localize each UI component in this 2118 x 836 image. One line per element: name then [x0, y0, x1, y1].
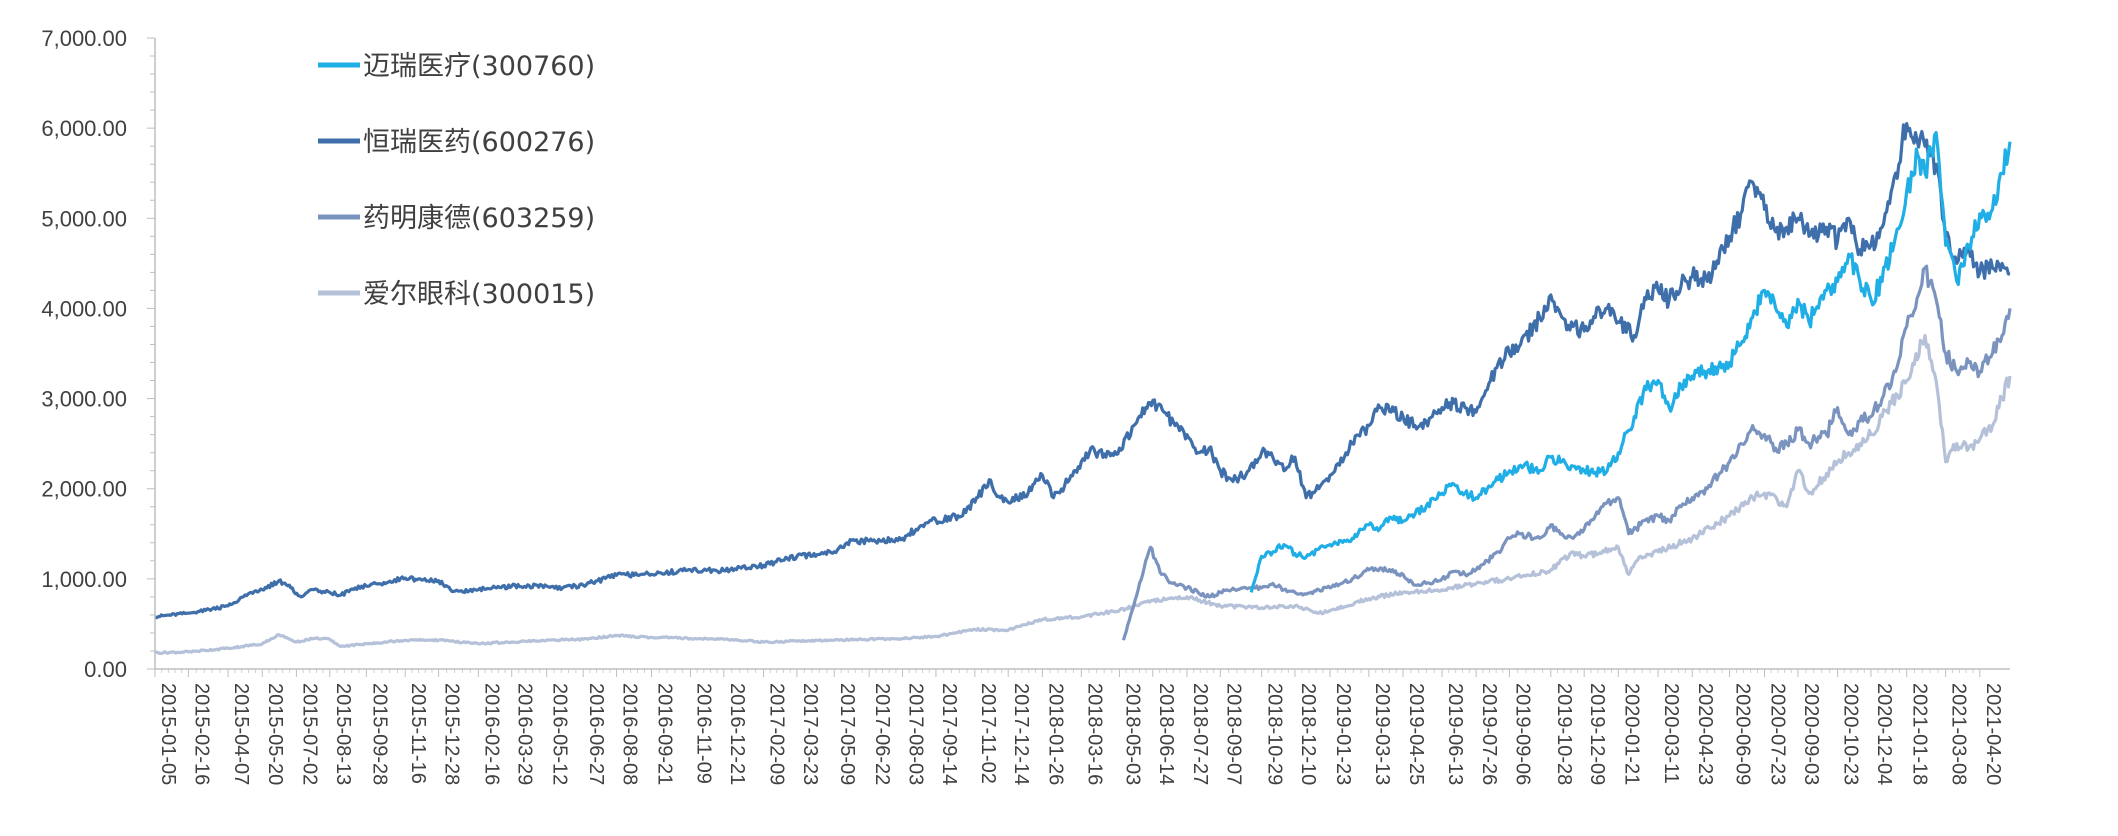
x-tick-label: 2015-01-05	[157, 683, 179, 785]
x-tick-label: 2019-01-23	[1332, 683, 1354, 785]
x-tick-label: 2015-02-16	[190, 683, 212, 785]
series-line-0	[1249, 131, 2012, 593]
y-tick-label: 5,000.00	[41, 206, 127, 231]
x-tick-label: 2015-05-20	[264, 683, 286, 785]
series-lines	[154, 122, 2012, 656]
y-tick-label: 4,000.00	[41, 296, 127, 321]
x-tick-label: 2020-01-21	[1620, 683, 1642, 785]
x-tick-label: 2015-08-13	[332, 683, 354, 785]
legend-label: 爱尔眼科(300015)	[363, 279, 595, 310]
x-tick-label: 2019-12-09	[1586, 683, 1608, 785]
x-tick-label: 2017-09-14	[938, 683, 960, 785]
x-tick-label: 2017-11-02	[977, 683, 999, 784]
x-tick-label: 2019-04-25	[1405, 683, 1427, 785]
x-tick-label: 2017-06-22	[871, 683, 893, 785]
x-tick-label: 2016-02-16	[480, 683, 502, 785]
x-tick-label: 2020-04-23	[1694, 683, 1716, 785]
x-tick-label: 2016-12-21	[726, 683, 748, 785]
x-tick-label: 2021-01-18	[1909, 683, 1931, 785]
x-tick-label: 2018-07-27	[1189, 683, 1211, 785]
x-tick-label: 2019-10-28	[1553, 683, 1575, 785]
x-tick-label: 2016-11-09	[692, 683, 714, 784]
x-tick-label: 2019-09-06	[1512, 683, 1534, 785]
x-tick-label: 2020-06-09	[1732, 683, 1754, 785]
legend: 迈瑞医疗(300760) 恒瑞医药(600276) 药明康德(603259) 爱尔眼科…	[318, 51, 595, 310]
x-tick-label: 2017-03-23	[799, 683, 821, 785]
x-tick-label: 2021-03-08	[1948, 683, 1970, 785]
x-tick-label: 2020-10-23	[1840, 683, 1862, 785]
x-tick-label: 2019-03-13	[1371, 683, 1393, 785]
y-axis-ticks: 0.00 1,000.00 2,000.00 3,000.00 4,000.00 5,00…	[41, 26, 155, 682]
series-line-2	[1121, 264, 2012, 641]
legend-label: 恒瑞医药(600276)	[363, 127, 595, 158]
x-tick-label: 2017-12-14	[1010, 683, 1032, 785]
x-tick-label: 2016-05-12	[549, 683, 571, 785]
x-tick-label: 2016-03-29	[514, 683, 536, 785]
x-tick-label: 2017-08-03	[905, 683, 927, 785]
series-line-3	[154, 333, 2012, 656]
x-tick-label: 2017-05-09	[836, 683, 858, 785]
x-tick-label: 2018-05-03	[1121, 683, 1143, 785]
x-axis-tick-labels: 2015-01-05 2015-02-16 2015-04-07 2015-05-20…	[154, 669, 2004, 785]
y-tick-label: 2,000.00	[41, 477, 127, 502]
x-tick-label: 2015-12-28	[441, 683, 463, 785]
y-tick-label: 6,000.00	[41, 116, 127, 141]
x-tick-label: 2018-10-29	[1264, 683, 1286, 785]
x-tick-label: 2015-04-07	[230, 683, 252, 785]
x-tick-label: 2015-09-28	[368, 683, 390, 785]
x-tick-label: 2016-08-08	[619, 683, 641, 785]
x-tick-label: 2018-06-14	[1155, 683, 1177, 785]
x-tick-label: 2019-06-13	[1444, 683, 1466, 785]
x-tick-label: 2021-04-20	[1982, 683, 2004, 785]
y-tick-label: 7,000.00	[41, 26, 127, 51]
x-tick-label: 2016-06-27	[585, 683, 607, 785]
x-tick-label: 2020-03-11	[1660, 683, 1682, 784]
x-tick-label: 2019-07-26	[1478, 683, 1500, 785]
x-tick-label: 2020-12-04	[1873, 683, 1895, 785]
legend-label: 药明康德(603259)	[363, 203, 595, 234]
x-tick-label: 2016-09-21	[654, 683, 676, 785]
y-tick-label: 3,000.00	[41, 387, 127, 412]
y-tick-label: 0.00	[84, 657, 127, 682]
x-tick-label: 2020-07-23	[1767, 683, 1789, 785]
x-tick-label: 2015-07-02	[298, 683, 320, 785]
series-line-1	[154, 122, 2011, 620]
x-tick-label: 2015-11-16	[407, 683, 429, 784]
x-tick-label: 2018-12-10	[1297, 683, 1319, 785]
x-tick-label: 2020-09-03	[1800, 683, 1822, 785]
x-tick-label: 2018-09-07	[1222, 683, 1244, 785]
x-tick-label: 2018-01-26	[1044, 683, 1066, 785]
x-tick-label: 2018-03-16	[1083, 683, 1105, 785]
y-tick-label: 1,000.00	[41, 567, 127, 592]
x-tick-label: 2017-02-09	[766, 683, 788, 785]
legend-label: 迈瑞医疗(300760)	[363, 51, 595, 82]
